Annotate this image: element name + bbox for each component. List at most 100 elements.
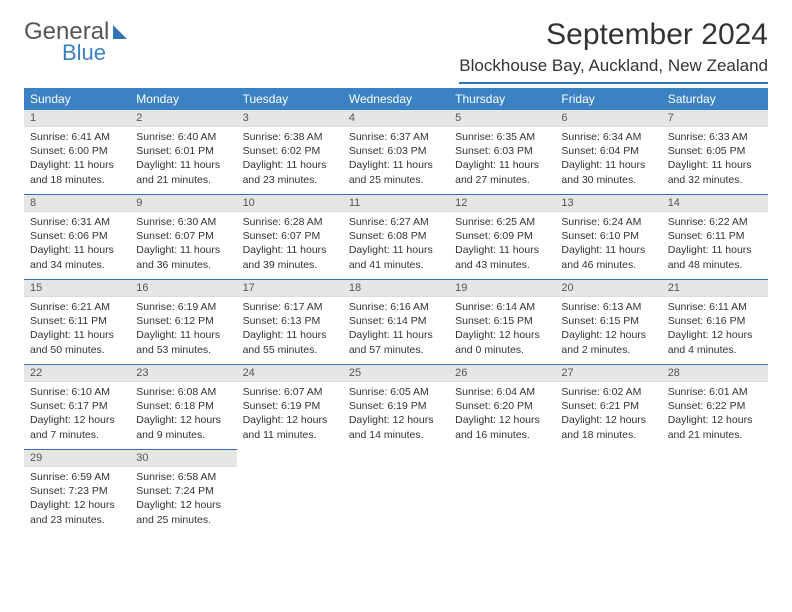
calendar-cell: 13Sunrise: 6:24 AMSunset: 6:10 PMDayligh… [555,195,661,280]
calendar-cell: 14Sunrise: 6:22 AMSunset: 6:11 PMDayligh… [662,195,768,280]
day-number: 20 [555,280,661,297]
logo-text2: Blue [62,40,127,66]
day-body: Sunrise: 6:59 AMSunset: 7:23 PMDaylight:… [24,467,130,533]
calendar-cell: 11Sunrise: 6:27 AMSunset: 6:08 PMDayligh… [343,195,449,280]
calendar-cell: 23Sunrise: 6:08 AMSunset: 6:18 PMDayligh… [130,365,236,450]
day-body: Sunrise: 6:14 AMSunset: 6:15 PMDaylight:… [449,297,555,363]
calendar-table: SundayMondayTuesdayWednesdayThursdayFrid… [24,88,768,534]
day-number: 15 [24,280,130,297]
day-number: 8 [24,195,130,212]
calendar-cell [343,450,449,535]
calendar-cell: 15Sunrise: 6:21 AMSunset: 6:11 PMDayligh… [24,280,130,365]
day-body: Sunrise: 6:04 AMSunset: 6:20 PMDaylight:… [449,382,555,448]
calendar-cell: 18Sunrise: 6:16 AMSunset: 6:14 PMDayligh… [343,280,449,365]
day-number: 19 [449,280,555,297]
day-body: Sunrise: 6:27 AMSunset: 6:08 PMDaylight:… [343,212,449,278]
day-number: 4 [343,110,449,127]
weekday-header: Friday [555,88,661,110]
calendar-cell: 12Sunrise: 6:25 AMSunset: 6:09 PMDayligh… [449,195,555,280]
logo-triangle-icon [113,25,127,39]
calendar-cell: 20Sunrise: 6:13 AMSunset: 6:15 PMDayligh… [555,280,661,365]
day-number: 29 [24,450,130,467]
day-number: 11 [343,195,449,212]
day-body: Sunrise: 6:07 AMSunset: 6:19 PMDaylight:… [237,382,343,448]
day-body: Sunrise: 6:34 AMSunset: 6:04 PMDaylight:… [555,127,661,193]
day-number: 25 [343,365,449,382]
day-number: 27 [555,365,661,382]
calendar-cell [449,450,555,535]
weekday-header: Wednesday [343,88,449,110]
calendar-cell: 4Sunrise: 6:37 AMSunset: 6:03 PMDaylight… [343,110,449,195]
calendar-cell: 29Sunrise: 6:59 AMSunset: 7:23 PMDayligh… [24,450,130,535]
day-body: Sunrise: 6:25 AMSunset: 6:09 PMDaylight:… [449,212,555,278]
page-title: September 2024 [459,18,768,52]
calendar-cell: 3Sunrise: 6:38 AMSunset: 6:02 PMDaylight… [237,110,343,195]
calendar-cell: 30Sunrise: 6:58 AMSunset: 7:24 PMDayligh… [130,450,236,535]
weekday-header: Saturday [662,88,768,110]
day-number: 2 [130,110,236,127]
calendar-cell: 6Sunrise: 6:34 AMSunset: 6:04 PMDaylight… [555,110,661,195]
calendar-cell [237,450,343,535]
day-number: 14 [662,195,768,212]
day-number: 17 [237,280,343,297]
calendar-cell [662,450,768,535]
day-body: Sunrise: 6:30 AMSunset: 6:07 PMDaylight:… [130,212,236,278]
day-number: 21 [662,280,768,297]
day-number: 3 [237,110,343,127]
day-body: Sunrise: 6:05 AMSunset: 6:19 PMDaylight:… [343,382,449,448]
calendar-cell: 22Sunrise: 6:10 AMSunset: 6:17 PMDayligh… [24,365,130,450]
calendar-cell: 27Sunrise: 6:02 AMSunset: 6:21 PMDayligh… [555,365,661,450]
day-body: Sunrise: 6:22 AMSunset: 6:11 PMDaylight:… [662,212,768,278]
day-body: Sunrise: 6:21 AMSunset: 6:11 PMDaylight:… [24,297,130,363]
calendar-cell: 19Sunrise: 6:14 AMSunset: 6:15 PMDayligh… [449,280,555,365]
day-body: Sunrise: 6:19 AMSunset: 6:12 PMDaylight:… [130,297,236,363]
day-number: 5 [449,110,555,127]
day-body: Sunrise: 6:01 AMSunset: 6:22 PMDaylight:… [662,382,768,448]
day-body: Sunrise: 6:40 AMSunset: 6:01 PMDaylight:… [130,127,236,193]
day-number: 23 [130,365,236,382]
day-body: Sunrise: 6:38 AMSunset: 6:02 PMDaylight:… [237,127,343,193]
calendar-cell: 10Sunrise: 6:28 AMSunset: 6:07 PMDayligh… [237,195,343,280]
day-number: 13 [555,195,661,212]
day-body: Sunrise: 6:41 AMSunset: 6:00 PMDaylight:… [24,127,130,193]
calendar-cell: 25Sunrise: 6:05 AMSunset: 6:19 PMDayligh… [343,365,449,450]
calendar-cell: 26Sunrise: 6:04 AMSunset: 6:20 PMDayligh… [449,365,555,450]
calendar-cell: 24Sunrise: 6:07 AMSunset: 6:19 PMDayligh… [237,365,343,450]
day-body: Sunrise: 6:31 AMSunset: 6:06 PMDaylight:… [24,212,130,278]
day-number: 26 [449,365,555,382]
day-number: 12 [449,195,555,212]
day-body: Sunrise: 6:11 AMSunset: 6:16 PMDaylight:… [662,297,768,363]
calendar-cell: 28Sunrise: 6:01 AMSunset: 6:22 PMDayligh… [662,365,768,450]
day-number: 24 [237,365,343,382]
logo: General Blue [24,18,127,66]
day-body: Sunrise: 6:16 AMSunset: 6:14 PMDaylight:… [343,297,449,363]
day-number: 22 [24,365,130,382]
calendar-cell: 7Sunrise: 6:33 AMSunset: 6:05 PMDaylight… [662,110,768,195]
day-body: Sunrise: 6:58 AMSunset: 7:24 PMDaylight:… [130,467,236,533]
day-body: Sunrise: 6:28 AMSunset: 6:07 PMDaylight:… [237,212,343,278]
day-body: Sunrise: 6:35 AMSunset: 6:03 PMDaylight:… [449,127,555,193]
day-body: Sunrise: 6:08 AMSunset: 6:18 PMDaylight:… [130,382,236,448]
weekday-header: Thursday [449,88,555,110]
day-body: Sunrise: 6:10 AMSunset: 6:17 PMDaylight:… [24,382,130,448]
location-text: Blockhouse Bay, Auckland, New Zealand [459,56,768,84]
day-number: 28 [662,365,768,382]
day-body: Sunrise: 6:33 AMSunset: 6:05 PMDaylight:… [662,127,768,193]
day-number: 6 [555,110,661,127]
day-number: 9 [130,195,236,212]
calendar-cell: 9Sunrise: 6:30 AMSunset: 6:07 PMDaylight… [130,195,236,280]
calendar-cell: 21Sunrise: 6:11 AMSunset: 6:16 PMDayligh… [662,280,768,365]
weekday-header: Sunday [24,88,130,110]
calendar-cell: 2Sunrise: 6:40 AMSunset: 6:01 PMDaylight… [130,110,236,195]
day-number: 1 [24,110,130,127]
day-number: 30 [130,450,236,467]
weekday-header: Tuesday [237,88,343,110]
day-body: Sunrise: 6:37 AMSunset: 6:03 PMDaylight:… [343,127,449,193]
calendar-cell: 5Sunrise: 6:35 AMSunset: 6:03 PMDaylight… [449,110,555,195]
calendar-cell: 16Sunrise: 6:19 AMSunset: 6:12 PMDayligh… [130,280,236,365]
day-body: Sunrise: 6:24 AMSunset: 6:10 PMDaylight:… [555,212,661,278]
day-number: 10 [237,195,343,212]
calendar-cell: 1Sunrise: 6:41 AMSunset: 6:00 PMDaylight… [24,110,130,195]
day-number: 18 [343,280,449,297]
day-number: 16 [130,280,236,297]
